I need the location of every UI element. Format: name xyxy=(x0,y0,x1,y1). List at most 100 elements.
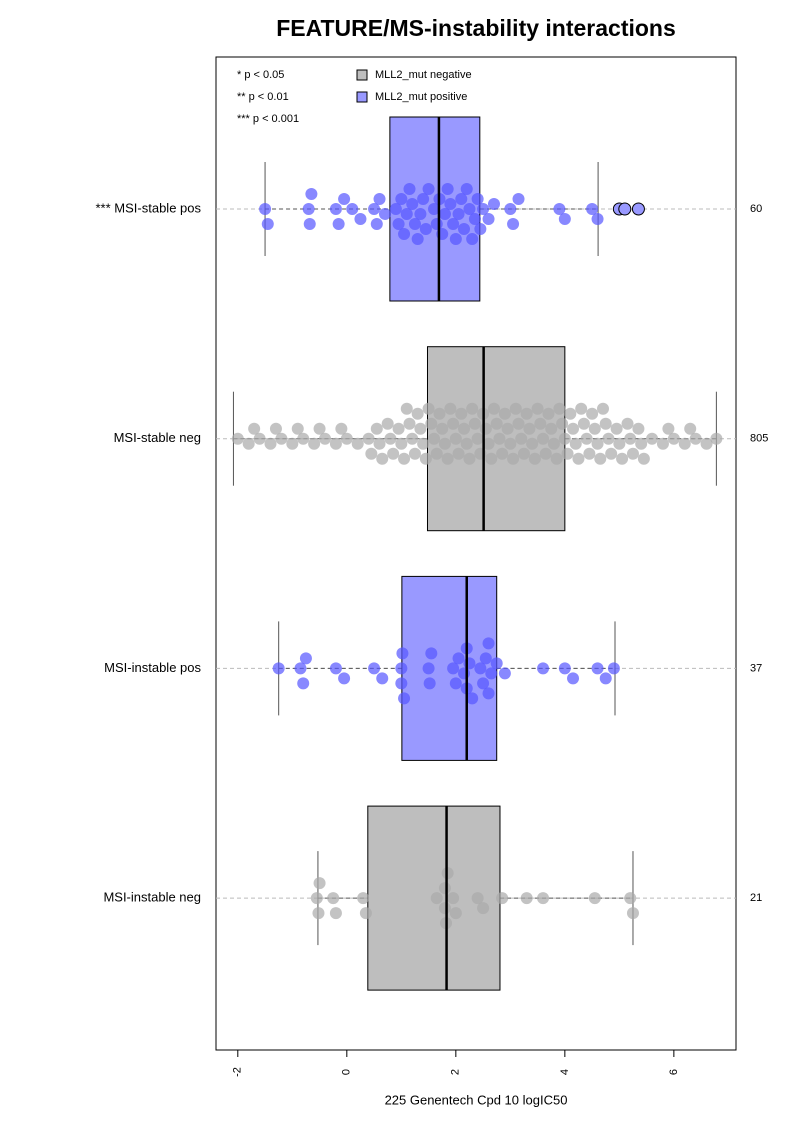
data-point xyxy=(312,907,325,920)
data-point xyxy=(613,437,626,450)
data-point xyxy=(406,198,419,210)
outlier xyxy=(618,202,632,216)
data-point xyxy=(376,672,389,685)
data-point xyxy=(253,432,266,445)
chart-title: FEATURE/MS-instability interactions xyxy=(276,15,676,41)
data-point xyxy=(602,432,615,445)
category-label: MSI-instable neg xyxy=(103,890,201,905)
data-point xyxy=(455,407,468,420)
count-label: 21 xyxy=(750,892,762,904)
data-point xyxy=(512,193,525,205)
data-point xyxy=(359,907,372,920)
legend-swatch xyxy=(356,69,368,81)
data-point xyxy=(479,652,492,665)
data-point xyxy=(591,437,604,450)
data-point xyxy=(294,662,307,675)
data-point xyxy=(531,402,544,415)
data-point xyxy=(474,662,487,675)
data-point xyxy=(408,218,421,230)
data-point xyxy=(553,203,566,215)
data-point xyxy=(231,432,244,445)
data-point xyxy=(398,452,411,465)
data-point xyxy=(466,402,479,415)
data-point xyxy=(389,203,402,215)
data-point xyxy=(539,447,552,460)
data-point xyxy=(403,417,416,430)
data-point xyxy=(471,193,484,205)
data-point xyxy=(537,432,550,445)
data-point xyxy=(354,213,367,225)
data-point xyxy=(395,662,408,675)
data-point xyxy=(373,193,386,205)
data-point xyxy=(496,892,509,905)
data-point xyxy=(286,437,299,450)
data-point xyxy=(438,208,451,220)
data-point xyxy=(395,437,408,450)
data-point xyxy=(667,432,680,445)
data-point xyxy=(567,422,580,435)
data-point xyxy=(430,892,443,905)
data-point xyxy=(624,892,637,905)
data-point xyxy=(561,447,574,460)
data-point xyxy=(689,432,702,445)
data-point xyxy=(577,417,590,430)
data-point xyxy=(261,218,274,230)
data-point xyxy=(498,407,511,420)
data-point xyxy=(662,422,675,435)
data-point xyxy=(610,422,623,435)
data-point xyxy=(468,417,481,430)
data-point xyxy=(242,437,255,450)
data-point xyxy=(335,422,348,435)
data-point xyxy=(452,447,465,460)
data-point xyxy=(428,432,441,445)
data-point xyxy=(303,218,316,230)
data-point xyxy=(656,437,669,450)
data-point xyxy=(567,672,580,685)
data-point xyxy=(466,233,479,245)
legend-swatch xyxy=(356,91,368,103)
data-point xyxy=(646,432,659,445)
count-label: 805 xyxy=(750,433,768,445)
data-point xyxy=(444,198,457,210)
data-point xyxy=(575,402,588,415)
data-point xyxy=(504,437,517,450)
data-point xyxy=(498,667,511,680)
data-point xyxy=(534,417,547,430)
data-point xyxy=(449,677,462,690)
data-point xyxy=(482,637,495,650)
data-point xyxy=(423,677,436,690)
data-point xyxy=(597,402,610,415)
data-point xyxy=(351,437,364,450)
data-point xyxy=(362,432,375,445)
data-point xyxy=(507,452,520,465)
data-point xyxy=(302,203,315,215)
data-point xyxy=(387,447,400,460)
data-point xyxy=(422,662,435,675)
data-point xyxy=(477,203,490,215)
data-point xyxy=(490,417,503,430)
data-point xyxy=(678,437,691,450)
data-point xyxy=(340,432,353,445)
data-point xyxy=(684,422,697,435)
data-point xyxy=(542,407,555,420)
data-point xyxy=(411,233,424,245)
data-point xyxy=(496,447,509,460)
data-point xyxy=(329,437,342,450)
data-point xyxy=(370,422,383,435)
data-point xyxy=(272,662,285,675)
data-point xyxy=(433,407,446,420)
data-point xyxy=(700,437,713,450)
data-point xyxy=(305,188,318,200)
data-point xyxy=(471,432,484,445)
data-point xyxy=(583,447,596,460)
category-label: MSI-instable pos xyxy=(104,660,201,675)
data-point xyxy=(430,447,443,460)
x-tick-label: -2 xyxy=(232,1067,244,1077)
category-label: *** MSI-stable pos xyxy=(96,200,202,215)
data-point xyxy=(586,203,599,215)
data-point xyxy=(487,402,500,415)
data-point xyxy=(580,432,593,445)
data-point xyxy=(588,422,601,435)
data-point xyxy=(425,647,438,660)
